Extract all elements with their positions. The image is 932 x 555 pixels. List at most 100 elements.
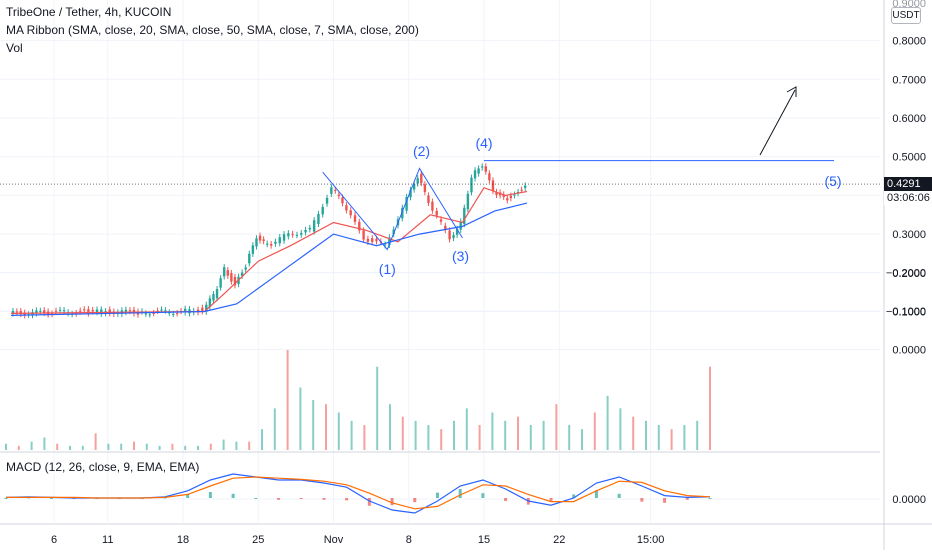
candle-body bbox=[15, 311, 19, 313]
candle-body bbox=[334, 189, 337, 191]
volume-bar bbox=[401, 416, 404, 450]
candle-body bbox=[520, 189, 523, 191]
signal-line bbox=[6, 476, 711, 510]
volume-bar bbox=[171, 443, 174, 450]
candle-body bbox=[100, 309, 103, 314]
candle-body bbox=[266, 243, 269, 245]
y-tick-label: 0.2000 bbox=[892, 268, 926, 280]
volume-bar bbox=[389, 404, 391, 450]
macd-histogram-bar bbox=[572, 494, 576, 498]
candle-body bbox=[223, 267, 226, 277]
candle-body bbox=[175, 313, 179, 315]
macd-histogram-bar bbox=[663, 498, 667, 503]
volume-bar bbox=[555, 404, 558, 450]
candle-body bbox=[353, 215, 357, 222]
volume-bar bbox=[325, 404, 327, 450]
volume-bar bbox=[376, 366, 379, 450]
ma-fast-line bbox=[10, 186, 528, 314]
candle-body bbox=[248, 253, 251, 264]
candle-body bbox=[409, 189, 412, 198]
volume-bar bbox=[593, 412, 596, 450]
macd-histogram-bar bbox=[4, 498, 8, 499]
candle-body bbox=[287, 233, 290, 237]
volume-bar bbox=[107, 443, 110, 450]
volume-bar bbox=[248, 441, 251, 450]
wave-pattern-line bbox=[322, 167, 463, 251]
candle-body bbox=[226, 270, 229, 276]
volume-tick-label: −0.2000 bbox=[886, 268, 926, 280]
candle-body bbox=[83, 309, 86, 311]
volume-bar bbox=[43, 437, 46, 450]
volume-bar bbox=[645, 420, 647, 450]
volume-bar bbox=[17, 445, 20, 450]
macd-histogram-bar bbox=[390, 498, 394, 506]
candle-body bbox=[258, 235, 262, 241]
candle-body bbox=[91, 309, 94, 312]
current-price-tag: 0.4291 bbox=[884, 177, 932, 191]
macd-histogram-bar bbox=[594, 490, 598, 498]
volume-bar bbox=[517, 416, 519, 450]
candle-body bbox=[108, 309, 111, 314]
currency-button[interactable]: USDT bbox=[891, 7, 921, 24]
volume-bar bbox=[209, 443, 212, 450]
candle-body bbox=[383, 244, 387, 246]
candle-body bbox=[291, 233, 294, 235]
candle-body bbox=[509, 195, 513, 199]
candle-body bbox=[488, 173, 491, 181]
volume-bar bbox=[5, 443, 7, 450]
candle-body bbox=[513, 194, 516, 196]
candle-body bbox=[205, 304, 208, 312]
candle-body bbox=[431, 201, 434, 211]
candle-body bbox=[502, 194, 505, 197]
volume-tick-label: −0.1000 bbox=[886, 306, 926, 318]
candle-body bbox=[444, 225, 447, 231]
candle-body bbox=[388, 237, 391, 245]
candle-body bbox=[466, 193, 470, 210]
volume-bar bbox=[120, 443, 123, 450]
volume-bar bbox=[222, 439, 225, 450]
candle-body bbox=[144, 313, 148, 315]
x-tick-label: 25 bbox=[252, 534, 264, 546]
x-tick-label: 18 bbox=[177, 534, 189, 546]
macd-histogram-bar bbox=[549, 498, 553, 502]
macd-histogram-bar bbox=[345, 498, 349, 501]
candle-body bbox=[330, 187, 333, 194]
macd-histogram-bar bbox=[458, 489, 462, 498]
candle-body bbox=[172, 313, 175, 315]
volume-bar bbox=[427, 425, 430, 450]
candle-body bbox=[524, 185, 527, 188]
volume-bar bbox=[235, 441, 238, 450]
macd-histogram-bar bbox=[708, 498, 712, 499]
candle-body bbox=[148, 314, 151, 316]
candle-body bbox=[124, 309, 128, 313]
volume-bar bbox=[94, 433, 97, 450]
y-tick-label: 0.8000 bbox=[892, 36, 926, 48]
candle-body bbox=[295, 234, 299, 236]
candle-body bbox=[282, 234, 286, 241]
volume-bar bbox=[69, 445, 71, 450]
candle-body bbox=[401, 207, 404, 219]
macd-histogram-bar bbox=[685, 498, 689, 500]
candle-body bbox=[435, 210, 438, 216]
wave-label: (4) bbox=[475, 135, 492, 151]
candle-body bbox=[321, 206, 324, 215]
candle-body bbox=[439, 219, 443, 222]
wave-label: (1) bbox=[379, 261, 396, 277]
volume-bar bbox=[158, 445, 161, 450]
candle-body bbox=[128, 310, 132, 312]
candle-body bbox=[375, 238, 378, 242]
volume-bar bbox=[619, 408, 622, 450]
candle-body bbox=[274, 241, 277, 244]
volume-legend[interactable]: Vol bbox=[6, 41, 23, 55]
macd-histogram-bar bbox=[413, 498, 417, 503]
candle-body bbox=[230, 273, 233, 282]
candle-body bbox=[349, 210, 352, 216]
y-tick-label: 0.1000 bbox=[892, 307, 926, 319]
candle-body bbox=[473, 170, 477, 179]
macd-legend[interactable]: MACD (12, 26, close, 9, EMA, EMA) bbox=[6, 460, 200, 474]
ma-ribbon-legend[interactable]: MA Ribbon (SMA, close, 20, SMA, close, 5… bbox=[6, 23, 419, 37]
candle-body bbox=[312, 220, 316, 232]
candle-body bbox=[95, 309, 99, 313]
